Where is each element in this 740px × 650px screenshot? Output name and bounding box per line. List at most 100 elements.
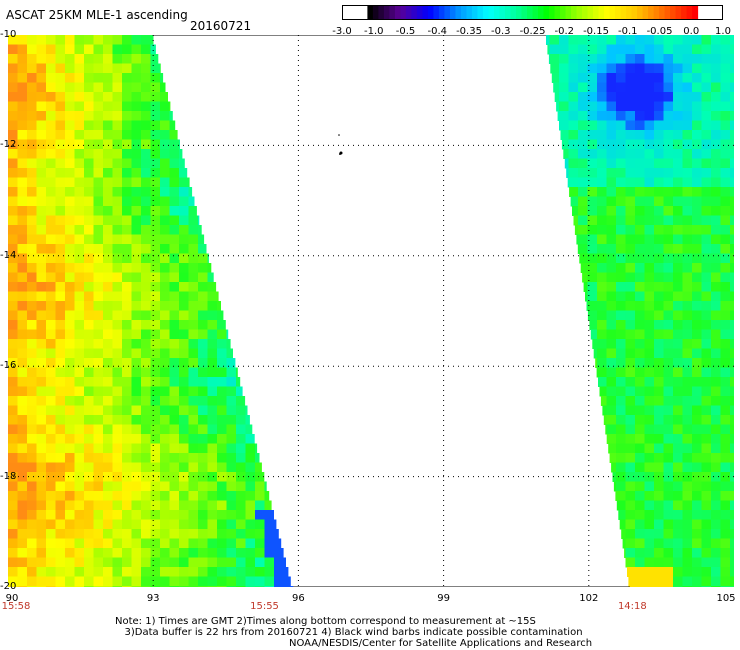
swath-cell	[122, 576, 132, 587]
swath-cell	[46, 519, 56, 530]
swath-cell	[27, 149, 37, 159]
swath-cell	[188, 358, 199, 368]
swath-cell	[701, 73, 712, 83]
swath-cell	[654, 510, 664, 520]
swath-cell	[122, 548, 132, 558]
swath-cell	[682, 82, 693, 93]
swath-cell	[36, 149, 47, 159]
swath-cell	[217, 529, 227, 539]
swath-cell	[17, 396, 28, 406]
swath-cell	[616, 244, 626, 254]
swath-cell	[131, 244, 142, 254]
pass-time-label: 14:18	[617, 601, 647, 612]
swath-cell	[226, 538, 237, 549]
swath-cell	[17, 481, 28, 492]
swath-cell	[8, 358, 18, 368]
swath-cell	[112, 339, 123, 349]
swath-cell	[568, 44, 579, 55]
swath-cell	[720, 367, 731, 378]
swath-cell	[635, 348, 645, 359]
swath-cell	[160, 548, 170, 558]
swath-cell	[74, 548, 85, 558]
swath-cell	[654, 538, 664, 549]
swath-cell	[46, 206, 56, 216]
swath-cell	[606, 320, 617, 330]
swath-cell	[616, 491, 626, 501]
swath-cell	[682, 500, 693, 511]
swath-cell	[673, 405, 683, 416]
swath-cell	[635, 538, 645, 549]
swath-cell	[55, 291, 66, 302]
swath-cell	[663, 500, 674, 511]
swath-cell	[179, 196, 189, 207]
swath-cell	[27, 120, 37, 131]
swath-cell	[8, 576, 18, 587]
swath-cell	[616, 158, 626, 169]
swath-cell	[673, 82, 683, 93]
swath-cell	[635, 557, 645, 568]
swath-cell	[207, 472, 218, 482]
swath-cell	[593, 348, 598, 359]
swath-cell	[46, 301, 56, 311]
swath-cell	[160, 529, 170, 539]
swath-cell	[36, 35, 47, 45]
colorbar-segment	[383, 6, 390, 19]
swath-cell	[131, 73, 142, 83]
swath-cell	[274, 586, 284, 587]
swath-cell	[122, 120, 132, 131]
swath-cell	[635, 196, 645, 207]
swath-cell	[65, 358, 75, 368]
swath-cell	[245, 538, 256, 549]
swath-cell	[255, 500, 265, 511]
pass-time-label: 15:55	[250, 601, 279, 612]
swath-cell	[74, 82, 85, 93]
swath-cell	[654, 348, 664, 359]
swath-cell	[160, 557, 170, 568]
swath-cell	[654, 358, 664, 368]
swath-cell	[84, 358, 94, 368]
swath-cell	[169, 139, 180, 150]
swath-cell	[720, 396, 731, 406]
swath-cell	[586, 301, 588, 311]
swath-cell	[578, 215, 588, 226]
swath-cell	[692, 567, 702, 577]
swath-cell	[179, 177, 189, 188]
swath-cell	[141, 443, 151, 454]
swath-cell	[36, 339, 47, 349]
swath-cell	[561, 139, 569, 150]
swath-cell	[730, 158, 734, 169]
swath-cell	[597, 44, 607, 55]
swath-cell	[720, 462, 731, 473]
swath-cell	[150, 415, 161, 425]
swath-cell	[93, 339, 104, 349]
swath-cell	[36, 253, 47, 264]
swath-cell	[160, 481, 170, 492]
swath-cell	[103, 415, 113, 425]
swath-cell	[730, 377, 734, 387]
swath-cell	[93, 44, 104, 55]
swath-cell	[730, 120, 734, 131]
swath-cell	[616, 424, 626, 435]
swath-cell	[590, 329, 598, 340]
swath-cell	[179, 462, 189, 473]
swath-cell	[55, 225, 66, 235]
swath-cell	[692, 339, 702, 349]
swath-cell	[682, 44, 693, 55]
swath-cell	[131, 234, 142, 245]
swath-cell	[701, 187, 712, 197]
swath-cell	[546, 35, 550, 45]
swath-cell	[27, 244, 37, 254]
swath-cell	[36, 377, 47, 387]
swath-cell	[711, 519, 721, 530]
swath-cell	[573, 215, 579, 226]
swath-cell	[701, 158, 712, 169]
swath-cell	[160, 206, 170, 216]
swath-cell	[169, 196, 180, 207]
swath-cell	[27, 510, 37, 520]
swath-cell	[625, 472, 636, 482]
swath-cell	[701, 576, 712, 587]
swath-cell	[606, 63, 617, 74]
swath-cell	[150, 35, 154, 45]
swath-cell	[587, 196, 598, 207]
swath-cell	[36, 548, 47, 558]
